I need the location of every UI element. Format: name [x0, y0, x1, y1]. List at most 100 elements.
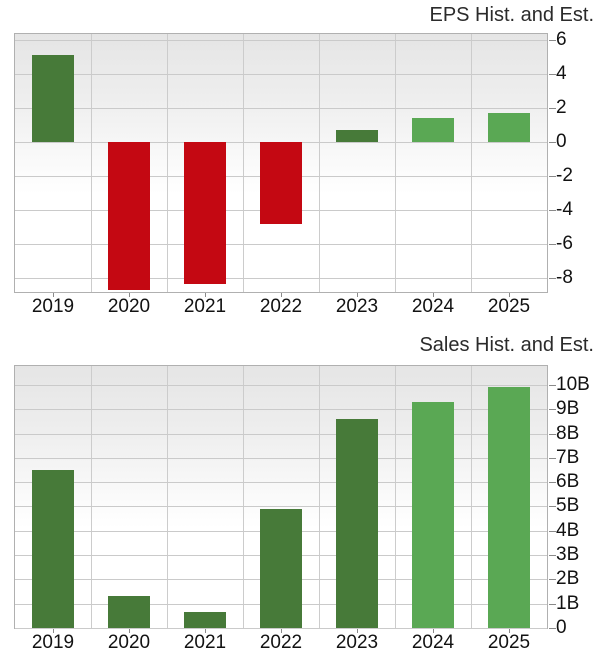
x-axis-tick-label: 2023: [335, 632, 379, 653]
y-axis-tick-mark: [549, 74, 556, 76]
x-axis-tick-mark: [281, 293, 282, 297]
x-axis-tick-mark: [509, 293, 510, 297]
y-axis-tick-label: 1B: [556, 592, 580, 614]
horizontal-grid-line: [15, 579, 547, 581]
y-axis-tick-mark: [549, 506, 556, 508]
y-axis-tick-label: 6B: [556, 471, 580, 493]
vertical-grid-line: [243, 366, 244, 628]
horizontal-grid-line: [15, 530, 547, 532]
bar-2023: [336, 418, 378, 628]
x-axis-tick-mark: [509, 629, 510, 633]
horizontal-grid-line: [15, 278, 547, 280]
bar-2022: [260, 508, 302, 628]
vertical-grid-line: [319, 34, 320, 292]
x-axis-tick-mark: [357, 629, 358, 633]
y-axis-tick-mark: [549, 176, 556, 178]
y-axis-tick-mark: [549, 433, 556, 435]
horizontal-grid-line: [15, 457, 547, 459]
y-axis-tick-label: 4: [556, 63, 567, 85]
x-axis-tick-label: 2025: [487, 632, 531, 653]
horizontal-grid-line: [15, 210, 547, 212]
y-axis-tick-mark: [549, 142, 556, 144]
y-axis-tick-label: 5B: [556, 495, 580, 517]
y-axis-tick-mark: [549, 579, 556, 581]
y-axis-tick-label: 0: [556, 131, 567, 153]
y-axis-tick-mark: [549, 603, 556, 605]
vertical-grid-line: [167, 34, 168, 292]
bar-2025: [488, 387, 530, 628]
horizontal-grid-line: [15, 384, 547, 386]
x-axis-tick-mark: [433, 293, 434, 297]
bar-2025: [488, 113, 530, 143]
x-axis-tick-mark: [53, 629, 54, 633]
x-axis-tick-mark: [205, 293, 206, 297]
horizontal-grid-line: [15, 108, 547, 110]
horizontal-grid-line: [15, 74, 547, 76]
y-axis-tick-mark: [549, 384, 556, 386]
x-axis-tick-mark: [205, 629, 206, 633]
horizontal-grid-line: [15, 603, 547, 605]
y-axis-tick-label: 8B: [556, 422, 580, 444]
x-axis-tick-label: 2022: [259, 296, 303, 317]
x-axis-tick-label: 2019: [31, 632, 75, 653]
x-axis-tick-mark: [129, 629, 130, 633]
y-axis-tick-label: -2: [556, 165, 573, 187]
y-axis-tick-mark: [549, 555, 556, 557]
sales-chart-title: Sales Hist. and Est.: [419, 334, 594, 356]
vertical-grid-line: [243, 34, 244, 292]
bar-2020: [108, 596, 150, 628]
y-axis-tick-mark: [549, 210, 556, 212]
y-axis-tick-label: -4: [556, 199, 573, 221]
horizontal-grid-line: [15, 555, 547, 557]
x-axis-tick-mark: [53, 293, 54, 297]
horizontal-grid-line: [15, 142, 547, 144]
bar-2024: [412, 401, 454, 628]
eps-chart-title: EPS Hist. and Est.: [429, 4, 594, 26]
vertical-grid-line: [471, 366, 472, 628]
x-axis-tick-label: 2020: [107, 632, 151, 653]
vertical-grid-line: [91, 34, 92, 292]
horizontal-grid-line: [15, 628, 547, 629]
vertical-grid-line: [395, 366, 396, 628]
x-axis-tick-label: 2020: [107, 296, 151, 317]
y-axis-tick-label: 3B: [556, 544, 580, 566]
horizontal-grid-line: [15, 244, 547, 246]
bar-2019: [32, 470, 74, 628]
y-axis-tick-label: 0: [556, 617, 567, 638]
y-axis-tick-label: 4B: [556, 519, 580, 541]
x-axis-tick-label: 2022: [259, 632, 303, 653]
horizontal-grid-line: [15, 482, 547, 484]
y-axis-tick-mark: [549, 457, 556, 459]
x-axis-tick-label: 2024: [411, 632, 455, 653]
vertical-grid-line: [91, 366, 92, 628]
x-axis-tick-label: 2025: [487, 296, 531, 317]
bar-2021: [184, 612, 226, 628]
x-axis-tick-mark: [357, 293, 358, 297]
sales-plot-area: [14, 365, 548, 629]
y-axis-tick-label: 9B: [556, 398, 580, 420]
x-axis-tick-label: 2019: [31, 296, 75, 317]
y-axis-tick-mark: [549, 244, 556, 246]
x-axis-tick-mark: [129, 293, 130, 297]
y-axis-tick-mark: [549, 278, 556, 280]
bar-2024: [412, 118, 454, 143]
y-axis-tick-mark: [549, 409, 556, 411]
y-axis-tick-mark: [549, 108, 556, 110]
bar-2022: [260, 142, 302, 224]
y-axis-tick-mark: [549, 39, 556, 41]
horizontal-grid-line: [15, 176, 547, 178]
horizontal-grid-line: [15, 39, 547, 41]
vertical-grid-line: [167, 366, 168, 628]
vertical-grid-line: [319, 366, 320, 628]
x-axis-tick-label: 2023: [335, 296, 379, 317]
y-axis-tick-label: -6: [556, 233, 573, 255]
bar-2019: [32, 55, 74, 143]
y-axis-tick-label: 7B: [556, 446, 580, 468]
x-axis-tick-mark: [281, 629, 282, 633]
y-axis-tick-mark: [549, 530, 556, 532]
bar-2021: [184, 142, 226, 285]
y-axis-tick-label: 6: [556, 28, 567, 50]
y-axis-tick-label: -8: [556, 267, 573, 289]
